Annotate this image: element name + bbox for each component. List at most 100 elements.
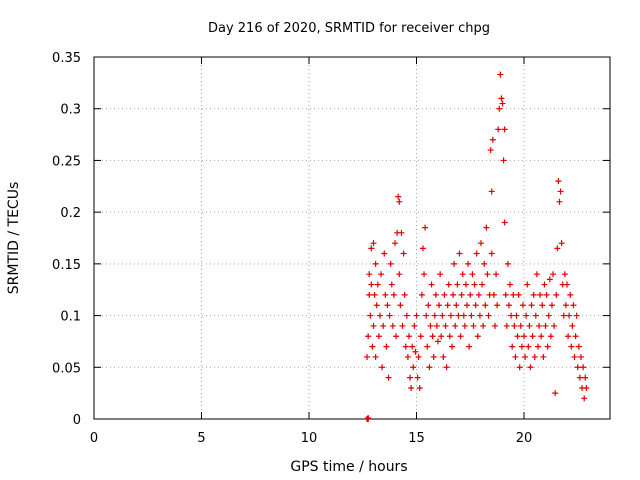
data-point	[448, 343, 455, 350]
data-point	[380, 322, 387, 329]
data-point	[489, 136, 496, 143]
data-point	[431, 312, 438, 319]
data-point	[475, 291, 482, 298]
x-tick-label: 10	[301, 431, 318, 446]
data-point	[388, 281, 395, 288]
data-point	[416, 384, 423, 391]
data-point	[401, 291, 408, 298]
data-point	[499, 100, 506, 107]
y-tick-label: 0.1	[60, 310, 81, 325]
data-point	[575, 343, 582, 350]
data-point	[366, 271, 373, 278]
data-point	[523, 312, 530, 319]
data-point	[439, 312, 446, 319]
data-point	[365, 414, 372, 421]
data-point	[560, 312, 567, 319]
chart-title: Day 216 of 2020, SRMTID for receiver chp…	[208, 21, 490, 36]
data-point	[443, 364, 450, 371]
data-point	[462, 281, 469, 288]
data-point	[583, 384, 590, 391]
data-point	[488, 188, 495, 195]
data-point	[576, 374, 583, 381]
data-point	[548, 302, 555, 309]
data-point	[558, 240, 565, 247]
data-point	[466, 343, 473, 350]
data-point	[544, 343, 551, 350]
data-point	[534, 343, 541, 350]
data-point	[513, 312, 520, 319]
data-point	[375, 333, 382, 340]
data-point	[573, 312, 580, 319]
data-point	[381, 250, 388, 257]
data-point	[567, 291, 574, 298]
data-point	[370, 322, 377, 329]
data-point	[551, 322, 558, 329]
data-point	[436, 302, 443, 309]
data-point	[432, 291, 439, 298]
data-point	[469, 271, 476, 278]
data-point	[483, 224, 490, 231]
data-point	[456, 250, 463, 257]
grid	[94, 57, 610, 419]
data-point	[441, 291, 448, 298]
data-point	[389, 322, 396, 329]
data-point	[384, 302, 391, 309]
data-point	[405, 333, 412, 340]
data-point	[457, 333, 464, 340]
data-point	[460, 312, 467, 319]
data-point	[522, 353, 529, 360]
data-point	[480, 322, 487, 329]
data-point	[478, 240, 484, 247]
data-point	[494, 302, 501, 309]
plot-frame	[93, 56, 611, 420]
data-point	[368, 281, 375, 288]
data-point	[509, 343, 516, 350]
data-point	[428, 281, 435, 288]
data-point	[458, 291, 465, 298]
data-point	[512, 353, 519, 360]
data-point	[553, 291, 560, 298]
data-point	[501, 126, 508, 133]
data-point	[487, 147, 494, 154]
data-point	[554, 245, 561, 252]
data-point	[572, 333, 579, 340]
data-point	[453, 302, 460, 309]
data-point	[473, 250, 480, 257]
data-point	[372, 353, 379, 360]
data-point	[552, 390, 559, 397]
data-point	[471, 281, 478, 288]
data-point	[517, 322, 524, 329]
data-point	[481, 260, 488, 267]
data-point	[540, 353, 547, 360]
x-axis-label: GPS time / hours	[290, 459, 407, 475]
data-point	[415, 353, 422, 360]
data-point	[516, 364, 523, 371]
data-point	[383, 343, 390, 350]
data-point	[373, 302, 380, 309]
data-point	[482, 302, 489, 309]
data-point	[514, 333, 521, 340]
data-point	[532, 312, 539, 319]
data-point	[577, 353, 584, 360]
data-point	[543, 291, 550, 298]
data-point	[490, 291, 497, 298]
data-point	[493, 271, 500, 278]
data-point	[566, 312, 573, 319]
data-point	[527, 364, 534, 371]
data-point	[399, 322, 406, 329]
data-point	[497, 71, 504, 78]
data-point	[435, 338, 441, 345]
data-point	[574, 364, 581, 371]
data-point	[398, 229, 405, 236]
data-point	[386, 312, 393, 319]
data-point	[395, 193, 402, 200]
data-point	[444, 302, 451, 309]
data-point	[464, 302, 471, 309]
data-point	[412, 348, 419, 355]
data-point	[379, 364, 386, 371]
data-point	[518, 343, 525, 350]
data-point	[498, 95, 505, 102]
data-point	[529, 333, 536, 340]
data-point	[393, 333, 400, 340]
